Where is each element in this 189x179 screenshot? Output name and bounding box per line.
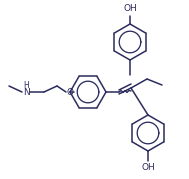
Text: OH: OH <box>123 4 137 13</box>
Text: O: O <box>67 88 74 96</box>
Text: OH: OH <box>141 163 155 173</box>
Text: H: H <box>23 81 29 90</box>
Text: N: N <box>23 88 29 96</box>
